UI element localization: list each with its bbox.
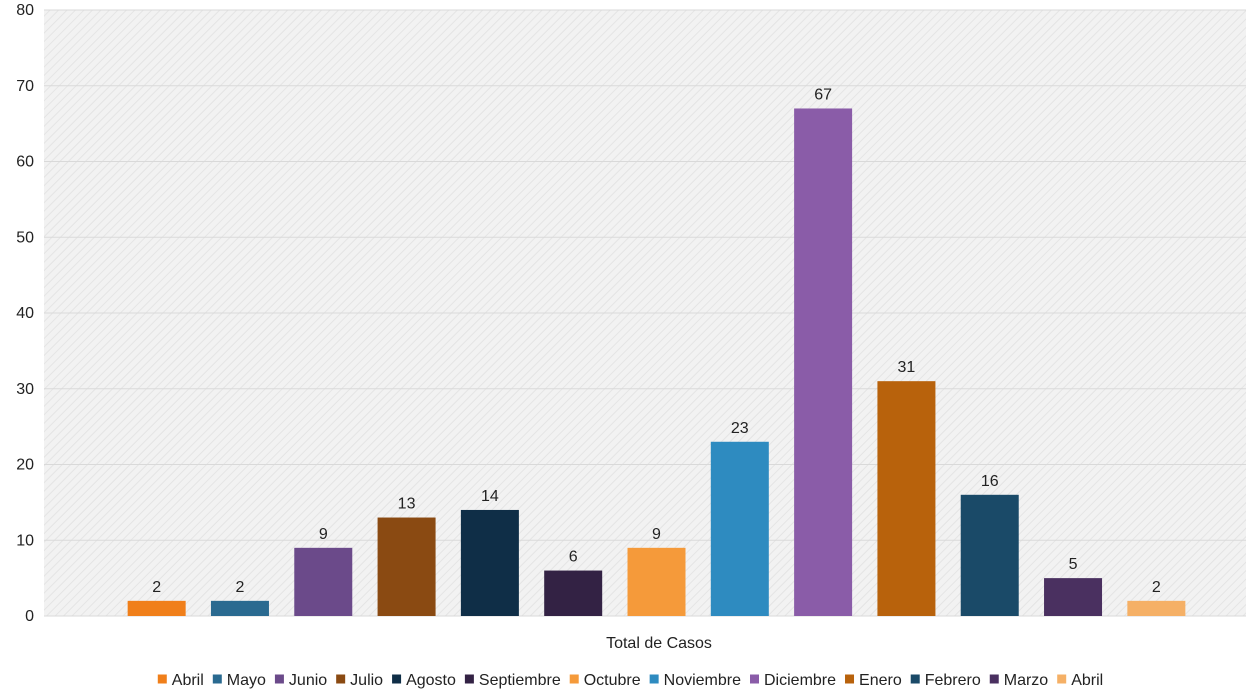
legend-label: Abril xyxy=(1071,672,1103,689)
data-label: 9 xyxy=(652,526,661,543)
y-tick-label: 0 xyxy=(25,608,34,625)
data-label: 67 xyxy=(814,86,832,103)
y-tick-label: 70 xyxy=(16,78,34,95)
legend-label: Octubre xyxy=(584,672,641,689)
bar-agosto xyxy=(460,509,519,616)
legend-swatch xyxy=(845,674,855,684)
data-label: 13 xyxy=(398,496,416,513)
legend-label: Abril xyxy=(172,672,204,689)
x-axis-category-label: Total de Casos xyxy=(606,635,712,652)
bar-enero xyxy=(877,381,936,616)
data-label: 6 xyxy=(569,549,578,566)
legend-label: Julio xyxy=(350,672,383,689)
bar-septiembre xyxy=(544,570,603,616)
legend-label: Mayo xyxy=(227,672,266,689)
legend-swatch xyxy=(569,674,579,684)
legend-label: Marzo xyxy=(1004,672,1049,689)
legend-swatch xyxy=(464,674,474,684)
legend-swatch xyxy=(1057,674,1067,684)
data-label: 23 xyxy=(731,420,749,437)
legend-swatch xyxy=(212,674,222,684)
data-label: 31 xyxy=(898,359,916,376)
bar-noviembre xyxy=(710,441,769,616)
y-tick-label: 60 xyxy=(16,154,34,171)
legend-label: Diciembre xyxy=(764,672,836,689)
legend-label: Septiembre xyxy=(479,672,561,689)
legend-label: Junio xyxy=(289,672,327,689)
legend-swatch xyxy=(989,674,999,684)
y-tick-label: 50 xyxy=(16,229,34,246)
bar-febrero xyxy=(960,494,1019,616)
legend-label: Enero xyxy=(859,672,902,689)
data-label: 9 xyxy=(319,526,328,543)
data-label: 14 xyxy=(481,488,499,505)
bar-octubre xyxy=(627,547,686,616)
bar-julio xyxy=(377,517,436,616)
legend-swatch xyxy=(750,674,759,684)
data-labels: 2 2 9 13 14 6 9 23 67 31 16 5 2 xyxy=(152,86,1161,595)
bar-marzo xyxy=(1044,578,1103,616)
y-axis-ticks: 0 10 20 30 40 50 60 70 80 xyxy=(16,2,34,625)
bar-diciembre xyxy=(794,108,853,616)
legend-swatch xyxy=(157,674,167,684)
legend-swatch xyxy=(910,674,920,684)
legend: Abril Mayo Junio Julio Agosto Septiembre Octub… xyxy=(157,672,1103,689)
data-label: 2 xyxy=(236,579,245,596)
bar-abril xyxy=(1127,600,1186,616)
legend-swatch xyxy=(336,674,346,684)
y-tick-label: 40 xyxy=(16,305,34,322)
legend-swatch xyxy=(649,674,659,684)
y-tick-label: 20 xyxy=(16,457,34,474)
legend-swatch xyxy=(274,674,284,684)
y-tick-label: 30 xyxy=(16,381,34,398)
bar-mayo xyxy=(210,600,269,616)
legend-label: Agosto xyxy=(406,672,456,689)
data-label: 16 xyxy=(981,473,999,490)
y-tick-label: 80 xyxy=(16,2,34,19)
legend-label: Febrero xyxy=(925,672,981,689)
bar-junio xyxy=(294,547,353,616)
legend-swatch xyxy=(392,674,402,684)
legend-label: Noviembre xyxy=(664,672,741,689)
bars xyxy=(127,108,1186,616)
data-label: 2 xyxy=(1152,579,1161,596)
data-label: 5 xyxy=(1069,556,1078,573)
bar-abril xyxy=(127,600,186,616)
data-label: 2 xyxy=(152,579,161,596)
y-tick-label: 10 xyxy=(16,532,34,549)
